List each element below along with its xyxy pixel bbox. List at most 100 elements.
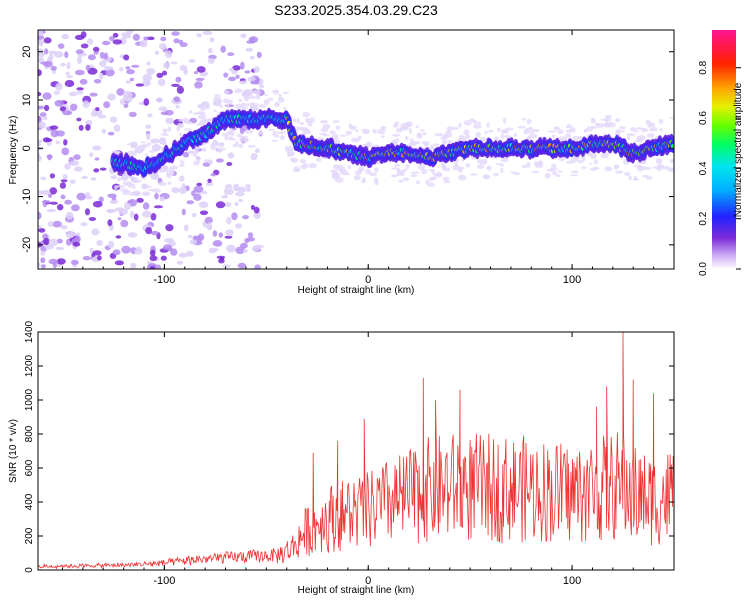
colorbar-tick-label: 0.4 [698, 161, 709, 175]
noise-blob [113, 124, 121, 132]
halo-blob [615, 118, 620, 123]
noise-blob [139, 39, 148, 48]
x-tick-label: -100 [153, 274, 175, 286]
noise-blob [73, 232, 81, 236]
noise-blob [105, 68, 115, 77]
noise-blob [243, 249, 248, 253]
halo-blob [239, 135, 249, 139]
halo-blob [458, 134, 465, 140]
noise-blob [159, 196, 165, 202]
halo-blob [380, 135, 385, 138]
halo-blob [651, 122, 656, 128]
halo-blob [486, 165, 492, 171]
halo-blob [166, 174, 172, 179]
noise-blob [227, 152, 235, 159]
noise-blob [48, 258, 59, 265]
halo-blob [256, 94, 261, 100]
noise-blob [215, 158, 224, 163]
noise-blob [76, 87, 84, 91]
halo-blob [500, 133, 505, 139]
noise-blob [226, 162, 233, 166]
halo-blob [626, 135, 630, 141]
noise-blob [125, 80, 131, 84]
noise-blob [60, 62, 66, 67]
noise-blob [196, 33, 203, 38]
noise-blob [38, 57, 45, 63]
noise-blob [259, 84, 265, 89]
halo-blob [296, 117, 300, 124]
noise-blob [38, 154, 42, 162]
halo-blob [331, 170, 339, 177]
noise-blob [200, 190, 208, 195]
halo-blob [359, 165, 365, 172]
x-tick-label: 0 [365, 274, 371, 286]
chart-title: S233.2025.354.03.29.C23 [274, 2, 438, 18]
halo-blob [282, 91, 290, 94]
noise-blob [239, 80, 248, 85]
noise-blob [207, 58, 215, 64]
halo-blob [334, 177, 344, 183]
noise-blob [60, 179, 68, 183]
y-tick-label: -10 [21, 189, 33, 205]
y-tick-label: 10 [21, 94, 33, 106]
noise-blob [112, 32, 119, 38]
halo-blob [302, 111, 311, 118]
noise-blob [38, 228, 46, 233]
noise-blob [97, 114, 107, 119]
noise-blob [155, 97, 164, 103]
noise-blob [59, 106, 67, 112]
noise-blob [125, 66, 131, 70]
noise-blob [193, 71, 199, 75]
halo-blob [188, 110, 193, 114]
halo-blob [329, 130, 336, 135]
noise-blob [123, 90, 133, 99]
colorbar-tick-label: 0.0 [698, 262, 709, 276]
halo-blob [472, 120, 478, 125]
noise-blob [158, 43, 167, 50]
x-tick-label: 0 [365, 575, 371, 587]
halo-blob [361, 128, 370, 134]
noise-blob [61, 147, 70, 156]
noise-blob [171, 31, 180, 36]
noise-blob [147, 113, 153, 118]
halo-blob [126, 143, 131, 146]
noise-blob [114, 260, 124, 266]
noise-blob [240, 33, 247, 39]
halo-blob [442, 176, 450, 181]
halo-blob [552, 134, 556, 139]
colorbar-axes: 0.0 0.2 0.4 0.6 0.8 [698, 60, 741, 276]
halo-blob [199, 120, 207, 125]
noise-blob [149, 249, 156, 257]
halo-blob [120, 188, 128, 193]
noise-blob [60, 194, 66, 200]
halo-blob [167, 126, 172, 132]
noise-blob [188, 150, 195, 154]
noise-blob [99, 167, 107, 171]
halo-blob [117, 176, 122, 182]
noise-blob [240, 61, 245, 70]
halo-blob [142, 191, 151, 196]
halo-blob [482, 139, 486, 143]
snr-y-label: SNR (10 * v/v) [8, 419, 19, 483]
noise-blob [145, 227, 153, 235]
noise-blob [85, 208, 90, 216]
halo-blob [394, 138, 400, 143]
noise-blob [154, 192, 159, 200]
halo-blob [590, 118, 595, 122]
snr-x-label: Height of straight line (km) [298, 585, 415, 596]
halo-blob [641, 175, 650, 178]
halo-blob [581, 166, 587, 170]
noise-blob [183, 224, 189, 232]
noise-blob [150, 230, 159, 236]
halo-blob [373, 179, 379, 185]
halo-blob [558, 136, 567, 141]
noise-blob [252, 245, 260, 252]
noise-blob [76, 192, 86, 201]
noise-blob [253, 66, 260, 73]
noise-blob [234, 201, 239, 207]
noise-blob [160, 36, 167, 42]
noise-blob [43, 61, 53, 68]
noise-blob [49, 201, 58, 205]
